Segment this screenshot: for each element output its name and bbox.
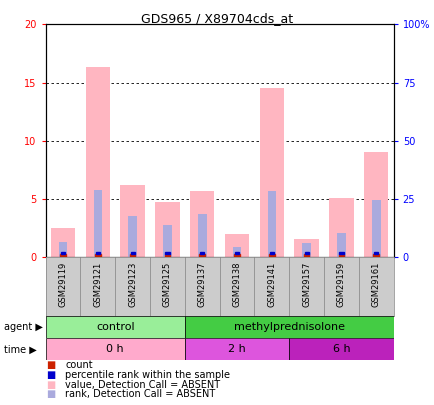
Bar (46, 316, 184, 338)
Bar (234, 252, 239, 254)
Text: 2 h: 2 h (228, 344, 245, 354)
Text: ■: ■ (46, 380, 55, 390)
Bar (373, 254, 378, 257)
Bar (339, 252, 343, 254)
Text: GSM29159: GSM29159 (336, 261, 345, 307)
Text: agent ▶: agent ▶ (4, 322, 43, 332)
Text: rank, Detection Call = ABSENT: rank, Detection Call = ABSENT (65, 390, 215, 399)
Text: GSM29123: GSM29123 (128, 261, 137, 307)
Bar (269, 254, 274, 257)
Bar (85, 67, 110, 257)
Bar (165, 252, 169, 254)
Text: GSM29137: GSM29137 (197, 261, 206, 307)
Bar (190, 191, 214, 257)
Bar (289, 338, 393, 360)
Bar (130, 252, 135, 254)
Text: GSM29157: GSM29157 (302, 261, 310, 307)
Bar (373, 252, 378, 254)
Bar (267, 191, 276, 257)
Bar (164, 254, 170, 257)
Text: GSM29161: GSM29161 (371, 261, 380, 307)
Bar (130, 254, 135, 257)
Bar (259, 88, 283, 257)
Bar (303, 254, 309, 257)
Bar (224, 234, 249, 257)
Bar (95, 254, 100, 257)
Text: ■: ■ (46, 370, 55, 380)
Bar (232, 247, 241, 257)
Text: 0 h: 0 h (106, 344, 124, 354)
Bar (51, 228, 75, 257)
Bar (269, 252, 273, 254)
Text: value, Detection Call = ABSENT: value, Detection Call = ABSENT (65, 380, 220, 390)
Bar (197, 214, 206, 257)
Text: time ▶: time ▶ (4, 344, 37, 354)
Bar (155, 202, 179, 257)
Text: GSM29119: GSM29119 (59, 261, 67, 307)
Text: percentile rank within the sample: percentile rank within the sample (65, 370, 230, 380)
Text: GSM29125: GSM29125 (163, 261, 171, 307)
Bar (304, 252, 308, 254)
Bar (59, 242, 67, 257)
Bar (234, 254, 239, 257)
Text: methylprednisolone: methylprednisolone (233, 322, 344, 332)
Text: GSM29121: GSM29121 (93, 261, 102, 307)
Bar (60, 254, 66, 257)
Bar (61, 252, 65, 254)
Bar (363, 152, 388, 257)
Text: GSM29141: GSM29141 (267, 261, 276, 307)
Bar (338, 254, 343, 257)
Text: 6 h: 6 h (332, 344, 349, 354)
Bar (184, 338, 289, 360)
Bar (95, 252, 100, 254)
Bar (120, 185, 145, 257)
Text: GSM29138: GSM29138 (232, 261, 241, 307)
Bar (329, 198, 353, 257)
Text: GDS965 / X89704cds_at: GDS965 / X89704cds_at (141, 12, 293, 25)
Bar (184, 316, 393, 338)
Bar (199, 254, 204, 257)
Bar (46, 338, 184, 360)
Bar (302, 243, 310, 257)
Text: ■: ■ (46, 360, 55, 370)
Text: ■: ■ (46, 390, 55, 399)
Bar (163, 224, 171, 257)
Bar (93, 190, 102, 257)
Text: count: count (65, 360, 93, 370)
Bar (371, 200, 380, 257)
Bar (294, 239, 318, 257)
Text: control: control (96, 322, 134, 332)
Bar (336, 233, 345, 257)
Bar (128, 216, 137, 257)
Bar (200, 252, 204, 254)
